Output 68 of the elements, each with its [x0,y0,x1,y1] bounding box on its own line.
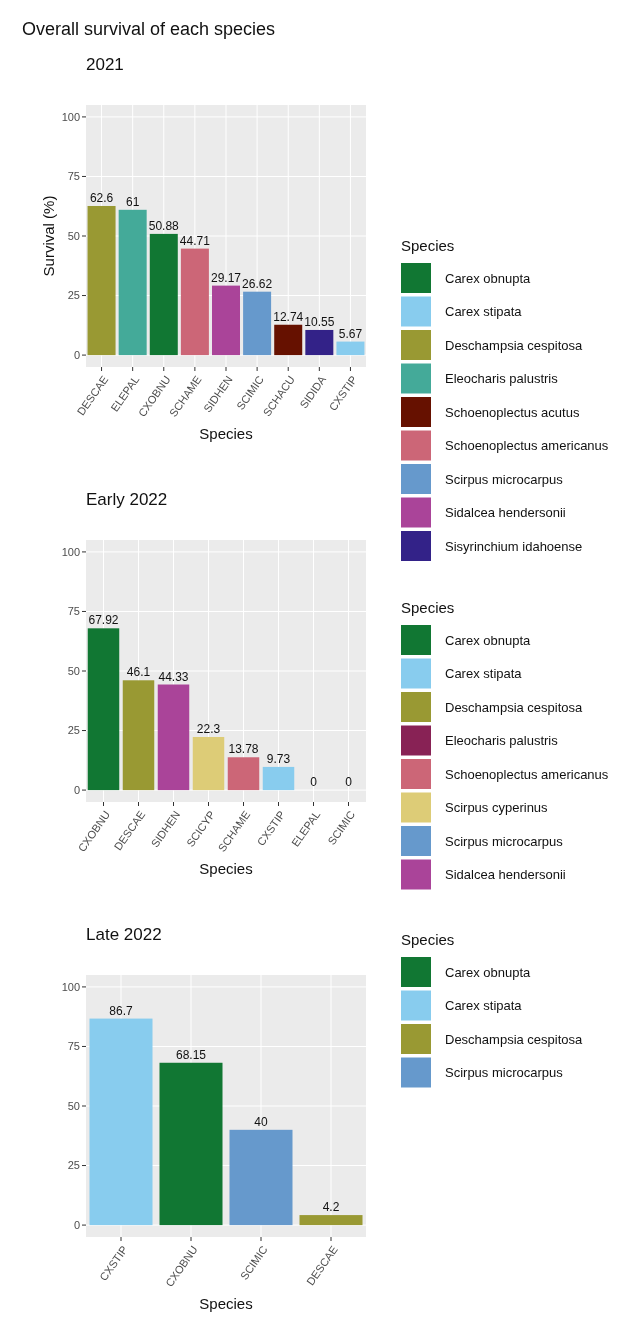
legend-label: Deschampsia cespitosa [445,1031,584,1047]
legend-label: Schoenoplectus acutus [445,404,580,420]
data-label: 0 [345,775,353,790]
legend-title: Species [401,237,455,254]
legend-label: Carex obnupta [445,270,532,286]
data-label: 22.3 [196,721,221,736]
legend-label: Eleocharis palustris [445,371,559,387]
legend-label: Carex stipata [445,304,523,320]
y-tick-label: 100 [61,980,80,993]
data-label: 9.73 [266,751,291,766]
data-label: 13.78 [228,742,259,757]
y-tick-label: 0 [73,1218,80,1231]
data-label: 50.88 [148,218,180,233]
legend-label: Carex stipata [445,998,523,1014]
y-tick-label: 0 [73,348,80,361]
legend-label: Schoenoplectus americanus [445,438,609,454]
chart-subtitle: 2021 [86,55,124,74]
data-label: 0 [310,775,318,790]
legend-label: Sidalcea hendersonii [445,867,566,883]
data-label: 26.62 [242,276,273,291]
data-label: 29.17 [210,270,242,285]
y-tick-label: 25 [67,724,80,737]
data-label: 4.2 [322,1200,340,1215]
y-tick-label: 50 [67,229,80,242]
y-tick-label: 75 [67,170,80,183]
data-label: 68.15 [175,1047,207,1062]
chart-title: Early 2022 [86,490,168,509]
data-label: 5.67 [338,326,363,341]
data-label: 86.7 [109,1003,133,1018]
legend-label: Scirpus microcarpus [445,1065,564,1081]
legend-label: Carex obnupta [445,632,532,648]
y-tick-label: 75 [67,1040,80,1053]
data-label: 67.92 [88,613,119,628]
data-label: 44.71 [179,233,211,248]
x-axis-title: Species [199,425,253,442]
legend-label: Scirpus microcarpus [445,471,564,487]
x-axis-title: Species [199,1295,253,1312]
legend-label: Carex stipata [445,666,523,682]
data-label: 61 [125,194,140,209]
legend-label: Sisyrinchium idahoense [445,538,583,554]
y-tick-label: 50 [67,1099,80,1112]
legend-label: Deschampsia cespitosa [445,337,584,353]
y-tick-label: 100 [61,545,80,558]
legend-title: Species [401,931,455,948]
legend-label: Schoenoplectus americanus [445,766,609,782]
legend-label: Carex obnupta [445,964,532,980]
legend-title: Species [401,599,455,616]
chart-title: Late 2022 [86,925,162,944]
data-label: 62.6 [89,190,114,205]
legend-label: Sidalcea hendersonii [445,505,566,521]
y-tick-label: 75 [67,605,80,618]
y-tick-label: 25 [67,1159,80,1172]
chart-title: Overall survival of each species [22,19,276,39]
x-axis-title: Species [199,860,253,877]
y-axis-title: Survival (%) [40,195,57,277]
data-label: 40 [254,1114,268,1129]
data-label: 44.33 [158,669,189,684]
data-label: 10.55 [304,314,335,329]
y-tick-label: 25 [67,289,80,302]
data-label: 12.74 [273,309,304,324]
data-label: 46.1 [126,665,151,680]
legend-label: Scirpus cyperinus [445,800,549,816]
legend-label: Scirpus microcarpus [445,833,564,849]
y-tick-label: 0 [73,783,80,796]
y-tick-label: 50 [67,664,80,677]
legend-label: Deschampsia cespitosa [445,699,584,715]
y-tick-label: 100 [61,110,80,123]
legend-label: Eleocharis palustris [445,733,559,749]
